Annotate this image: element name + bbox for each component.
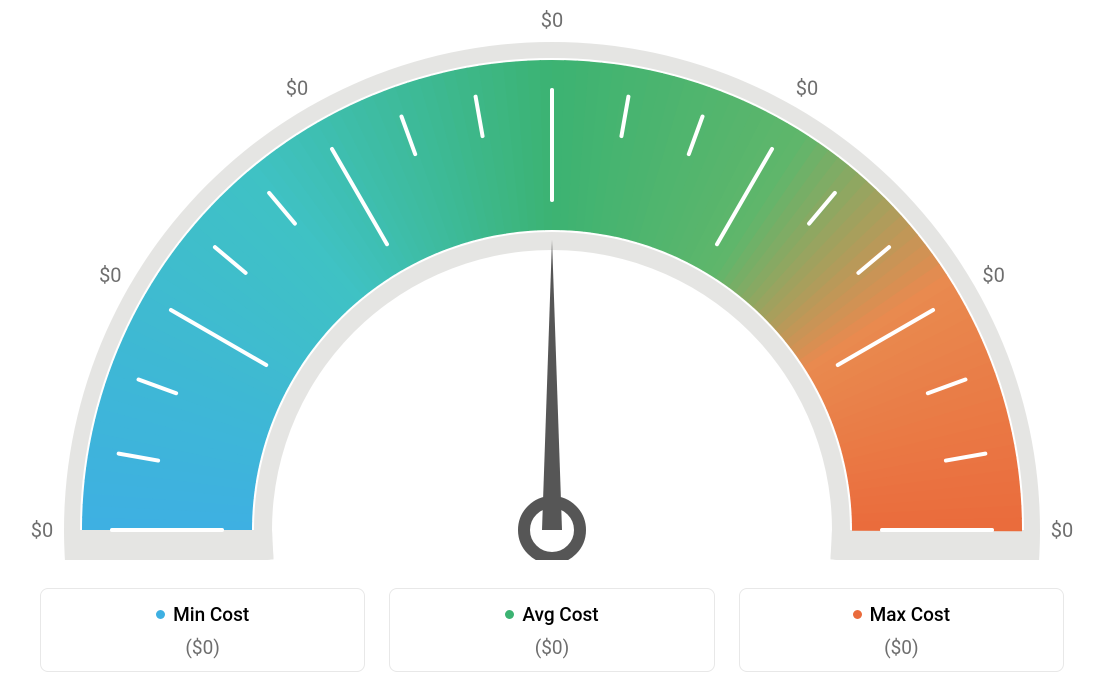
- gauge-svg: [0, 0, 1104, 560]
- legend-label-min: Min Cost: [173, 603, 249, 626]
- legend-label-max: Max Cost: [870, 603, 950, 626]
- gauge-tick-label: $0: [286, 76, 308, 100]
- legend-row: Min Cost ($0) Avg Cost ($0) Max Cost ($0…: [0, 588, 1104, 690]
- legend-value-min: ($0): [51, 636, 354, 659]
- legend-title-avg: Avg Cost: [505, 603, 598, 626]
- gauge-chart: $0 $0 $0 $0 $0 $0 $0: [0, 0, 1104, 560]
- gauge-tick-label: $0: [31, 518, 53, 542]
- dot-icon: [853, 610, 862, 619]
- dot-icon: [156, 610, 165, 619]
- legend-title-min: Min Cost: [156, 603, 249, 626]
- gauge-tick-label: $0: [982, 263, 1004, 287]
- legend-label-avg: Avg Cost: [522, 603, 598, 626]
- legend-value-avg: ($0): [400, 636, 703, 659]
- legend-title-max: Max Cost: [853, 603, 950, 626]
- legend-card-min: Min Cost ($0): [40, 588, 365, 672]
- gauge-tick-label: $0: [796, 76, 818, 100]
- gauge-tick-label: $0: [541, 8, 563, 32]
- dot-icon: [505, 610, 514, 619]
- gauge-tick-label: $0: [1051, 518, 1073, 542]
- gauge-tick-label: $0: [99, 263, 121, 287]
- legend-value-max: ($0): [750, 636, 1053, 659]
- legend-card-avg: Avg Cost ($0): [389, 588, 714, 672]
- legend-card-max: Max Cost ($0): [739, 588, 1064, 672]
